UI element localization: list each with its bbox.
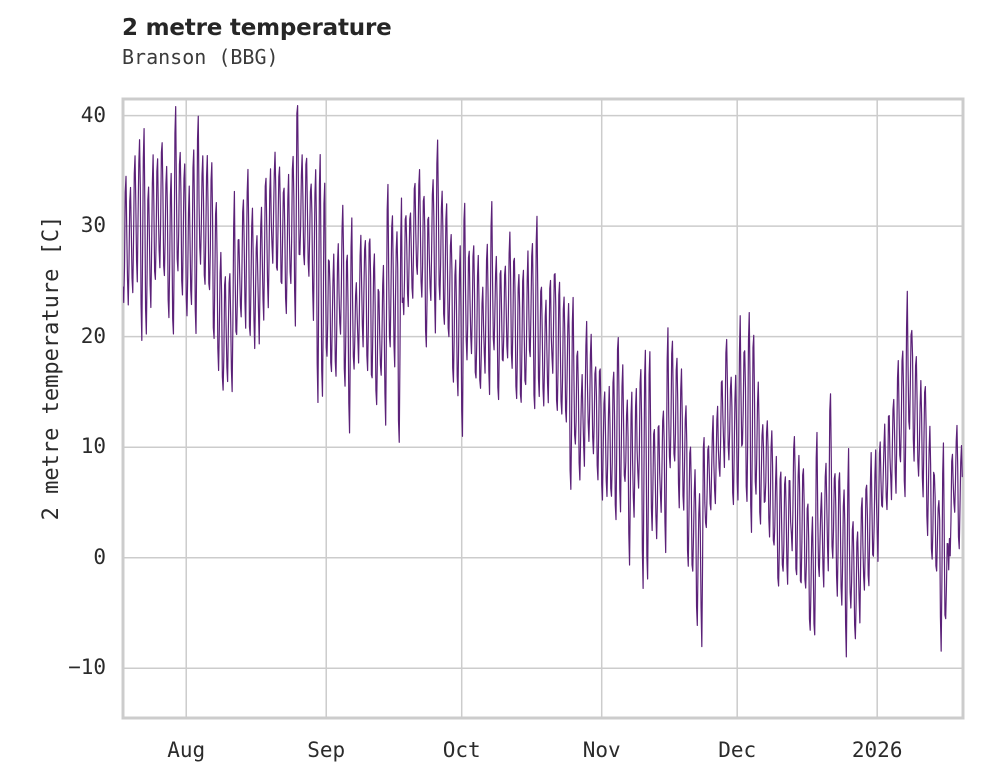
plot-background bbox=[123, 99, 963, 718]
y-tick-label: 30 bbox=[80, 213, 106, 238]
y-tick-label: 0 bbox=[93, 544, 106, 569]
x-tick-label: Nov bbox=[582, 738, 621, 762]
plot-frame bbox=[121, 97, 965, 720]
gridlines bbox=[123, 99, 963, 718]
title-block: 2 metre temperature Branson (BBG) bbox=[122, 14, 922, 70]
y-tick-label: 40 bbox=[80, 102, 106, 127]
page-title: 2 metre temperature bbox=[122, 15, 392, 41]
y-tick-label: 10 bbox=[80, 434, 106, 459]
x-tick-label: Sep bbox=[307, 738, 346, 762]
x-tick-label: Oct bbox=[442, 738, 481, 762]
y-tick-label: 20 bbox=[80, 323, 106, 348]
temperature-series-line bbox=[123, 105, 963, 658]
x-tick-label: 2026 bbox=[851, 738, 903, 762]
x-tick-label: Aug bbox=[167, 738, 206, 762]
y-tick-label: −10 bbox=[68, 655, 106, 680]
x-tick-label: Dec bbox=[718, 738, 757, 762]
chart-subtitle: Branson (BBG) bbox=[122, 45, 279, 69]
